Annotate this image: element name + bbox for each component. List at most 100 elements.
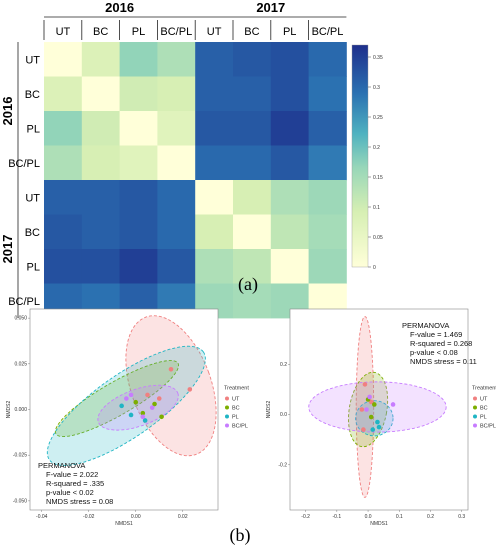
- y-tick-label: -0.050: [13, 498, 27, 504]
- heatmap-cell: [195, 249, 234, 284]
- heatmap-cell: [233, 111, 272, 146]
- y-tick-label: -0.2: [278, 462, 287, 468]
- row-label: BC: [25, 89, 40, 101]
- heatmap-cell: [44, 76, 83, 112]
- heatmap-cell: [308, 42, 347, 77]
- heatmap-cell: [157, 76, 196, 112]
- heatmap-cell: [308, 249, 347, 284]
- data-point-bc-pl: [149, 405, 155, 410]
- legend-marker: [225, 405, 229, 410]
- data-point-bc-pl: [124, 396, 129, 401]
- nmds-panel-right: -0.2 -0.1 0.0 0.1 0.2 0.3 -0.2 0.0 0.2 NMDS1 NMDS2…: [266, 308, 496, 527]
- legend-label: BC: [232, 406, 240, 412]
- legend-marker: [225, 414, 229, 419]
- data-point-pl: [142, 418, 148, 423]
- heatmap-cell: [81, 145, 120, 181]
- heatmap-cell: [119, 111, 158, 146]
- x-tick-label: 0.00: [131, 514, 141, 520]
- heatmap-cell: [119, 76, 158, 112]
- heatmap-cell: [44, 249, 83, 284]
- row-label: UT: [25, 54, 40, 66]
- heatmap-cell: [44, 42, 83, 77]
- heatmap-cell: [81, 214, 120, 250]
- y-tick-label: -0.025: [13, 453, 27, 459]
- heatmap-cell: [119, 249, 158, 284]
- row-group-label: 2017: [0, 235, 15, 264]
- legend-title: Treatment: [224, 386, 249, 392]
- data-point-ut: [187, 387, 193, 392]
- legend-marker: [473, 396, 477, 401]
- heatmap-cell: [270, 145, 309, 181]
- permanova-annotation-line: p-value < 0.02: [46, 488, 94, 497]
- legend-marker: [225, 423, 229, 428]
- heatmap-cell: [157, 145, 196, 181]
- legend-marker: [473, 405, 477, 410]
- data-point-bc-pl: [390, 402, 396, 407]
- column-label: BC: [244, 26, 259, 38]
- y-axis-label: NMDS2: [266, 401, 272, 419]
- heatmap-cell: [270, 214, 309, 250]
- column-label: UT: [56, 26, 71, 38]
- confidence-ellipse-bc: [54, 360, 180, 438]
- y-tick-label: 0.050: [14, 316, 27, 322]
- heatmap-cell: [308, 111, 347, 146]
- data-point-ut: [359, 407, 365, 412]
- data-point-bc: [368, 414, 374, 420]
- confidence-ellipse-pl: [46, 345, 206, 466]
- heatmap-panel: 2016 2017 UT BC PL BC/PL UT BC PL BC/PL 2016 2017 UT…: [0, 0, 383, 319]
- data-point-pl: [375, 419, 380, 425]
- data-point-pl: [370, 427, 376, 432]
- heatmap-cell: [308, 180, 347, 215]
- heatmap-cell: [233, 283, 272, 319]
- row-label: PL: [27, 123, 40, 135]
- heatmap-cell: [270, 249, 309, 284]
- data-point-bc-pl: [364, 407, 369, 412]
- confidence-ellipse-bc-pl: [308, 381, 447, 433]
- heatmap-cell: [233, 42, 272, 77]
- data-point-pl: [119, 403, 124, 409]
- data-point-pl: [376, 424, 382, 430]
- permanova-annotation-line: NMDS stress = 0.11: [410, 357, 477, 366]
- heatmap-cell: [308, 76, 347, 112]
- heatmap-cell: [195, 111, 234, 146]
- col-group-label: 2016: [105, 0, 134, 15]
- confidence-ellipse-bc-pl: [97, 384, 179, 431]
- permanova-annotation-line: F-value = 1.469: [410, 330, 462, 339]
- heatmap-cell: [81, 249, 120, 284]
- caption-a: (a): [238, 274, 258, 295]
- row-label: PL: [27, 261, 40, 273]
- x-tick-label: -0.1: [333, 514, 342, 520]
- data-point-ut: [168, 367, 174, 372]
- heatmap-cell: [157, 180, 196, 215]
- heatmap-cell: [233, 249, 272, 284]
- permanova-annotation-line: F-value = 2.022: [46, 470, 98, 479]
- x-tick-label: 0.3: [458, 514, 465, 520]
- legend-label: PL: [480, 415, 487, 421]
- legend-label: UT: [480, 397, 488, 403]
- legend-label: BC: [480, 406, 488, 412]
- colorbar-tick-label: 0.25: [373, 115, 383, 121]
- heatmap-cell: [44, 145, 83, 181]
- data-point-bc-pl: [367, 394, 372, 400]
- row-label: BC/PL: [8, 296, 40, 308]
- y-tick-label: 0.025: [14, 361, 27, 367]
- data-point-bc: [372, 402, 377, 407]
- plot-area: [29, 308, 219, 511]
- heatmap-cell: [119, 180, 158, 215]
- column-label: UT: [207, 26, 222, 38]
- x-tick-label: 0.02: [178, 514, 188, 520]
- heatmap-cell: [270, 76, 309, 112]
- heatmap-cell: [44, 180, 83, 215]
- colorbar-tick-label: 0.3: [373, 85, 380, 91]
- x-axis-label: NMDS1: [115, 521, 133, 527]
- permanova-annotation-line: PERMANOVA: [38, 461, 85, 470]
- data-point-ut: [145, 392, 150, 398]
- x-tick-label: 0.1: [396, 514, 403, 520]
- confidence-ellipse-ut: [125, 315, 217, 457]
- heatmap-cell: [44, 214, 83, 250]
- colorbar-tick-label: 0.05: [373, 235, 383, 241]
- permanova-annotation-line: NMDS stress = 0.08: [46, 497, 113, 506]
- heatmap-cell: [233, 145, 272, 181]
- heatmap-cell: [157, 249, 196, 284]
- permanova-annotation-line: PERMANOVA: [402, 321, 449, 330]
